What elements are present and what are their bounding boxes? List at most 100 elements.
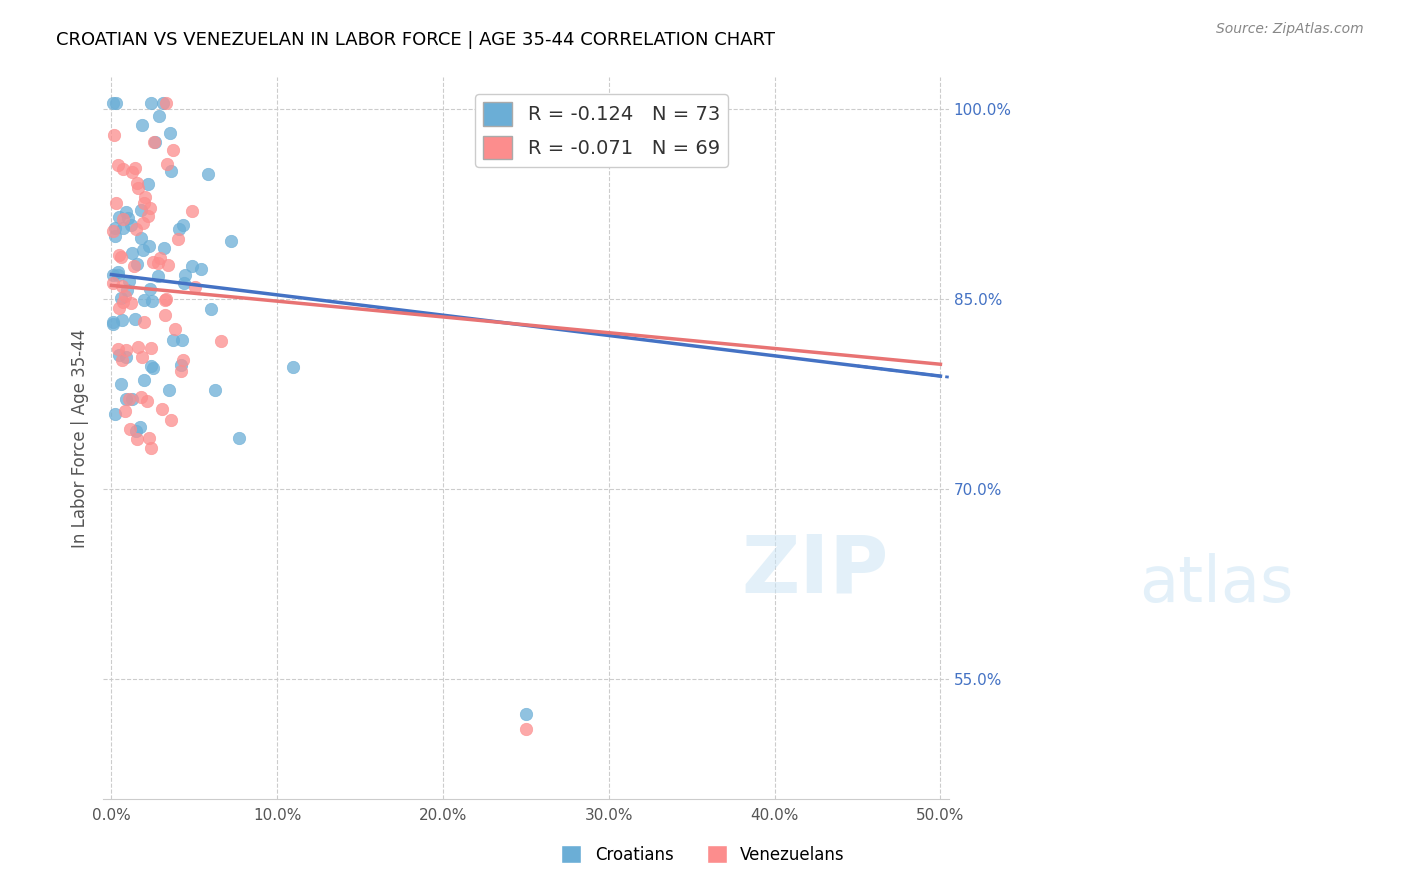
Point [170, 364, 193, 378]
Point [131, 350, 153, 364]
Point [111, 352, 134, 367]
Point [125, 222, 148, 236]
Point [115, 204, 138, 219]
Point [129, 202, 152, 217]
Point [173, 268, 195, 282]
Point [107, 342, 129, 356]
Point [129, 420, 152, 434]
Point [124, 312, 146, 326]
Point [132, 314, 155, 328]
Point [515, 706, 537, 721]
Point [200, 301, 222, 316]
Text: Source: ZipAtlas.com: Source: ZipAtlas.com [1216, 22, 1364, 37]
Point [121, 392, 143, 406]
Point [108, 210, 131, 224]
Point [101, 268, 124, 282]
Point [120, 218, 142, 232]
Text: ZIP: ZIP [741, 532, 889, 610]
Point [167, 232, 190, 246]
Point [172, 352, 194, 367]
Point [124, 424, 146, 438]
Point [114, 392, 136, 407]
Point [155, 308, 177, 322]
Point [107, 301, 129, 315]
Point [101, 317, 124, 331]
Point [141, 442, 163, 456]
Point [190, 261, 212, 276]
Point [148, 109, 170, 123]
Point [139, 359, 162, 374]
Point [110, 250, 132, 264]
Text: CROATIAN VS VENEZUELAN IN LABOR FORCE | AGE 35-44 CORRELATION CHART: CROATIAN VS VENEZUELAN IN LABOR FORCE | … [56, 31, 775, 49]
Point [107, 268, 129, 283]
Point [111, 279, 134, 293]
Point [111, 162, 134, 177]
Point [107, 265, 129, 279]
Point [124, 161, 146, 175]
Point [125, 176, 148, 190]
Point [104, 220, 127, 235]
Point [110, 291, 132, 305]
Point [127, 432, 149, 446]
Point [117, 211, 139, 225]
Point [101, 224, 124, 238]
Point [162, 143, 184, 157]
Point [143, 136, 166, 150]
Point [103, 315, 125, 329]
Point [111, 313, 134, 327]
Point [127, 339, 149, 353]
Point [197, 167, 219, 181]
Point [122, 259, 145, 273]
Point [149, 251, 172, 265]
Point [155, 95, 177, 110]
Point [142, 255, 165, 269]
Point [162, 334, 184, 348]
Point [108, 248, 131, 262]
Point [181, 260, 204, 274]
Point [101, 95, 124, 110]
Point [283, 359, 305, 374]
Point [103, 128, 125, 143]
Point [118, 274, 141, 288]
Point [183, 280, 205, 294]
Point [157, 383, 180, 397]
Point [136, 394, 159, 409]
Legend: R = -0.124   N = 73, R = -0.071   N = 69: R = -0.124 N = 73, R = -0.071 N = 69 [475, 95, 728, 167]
Point [146, 255, 169, 269]
Point [134, 372, 156, 386]
Point [204, 383, 226, 397]
Point [138, 177, 160, 191]
Point [181, 203, 204, 218]
Point [134, 189, 156, 203]
Point [209, 334, 232, 348]
Point [515, 722, 537, 736]
Point [118, 422, 141, 436]
Y-axis label: In Labor Force | Age 35-44: In Labor Force | Age 35-44 [72, 328, 89, 548]
Point [129, 390, 152, 404]
Point [114, 404, 136, 418]
Point [104, 196, 127, 211]
Point [112, 221, 135, 235]
Point [153, 293, 176, 307]
Text: atlas: atlas [1139, 553, 1294, 615]
Point [121, 246, 143, 260]
Point [155, 293, 177, 307]
Point [160, 413, 183, 427]
Point [141, 293, 163, 308]
Point [167, 222, 190, 236]
Point [104, 407, 127, 421]
Point [170, 358, 193, 372]
Point [153, 241, 176, 255]
Point [105, 95, 128, 110]
Point [139, 201, 162, 215]
Point [173, 276, 195, 290]
Point [1144, 443, 1167, 458]
Point [228, 431, 250, 445]
Point [138, 282, 160, 296]
Point [156, 157, 179, 171]
Point [138, 238, 160, 252]
Point [159, 163, 181, 178]
Point [152, 95, 174, 110]
Point [136, 209, 159, 223]
Point [1278, 400, 1301, 414]
